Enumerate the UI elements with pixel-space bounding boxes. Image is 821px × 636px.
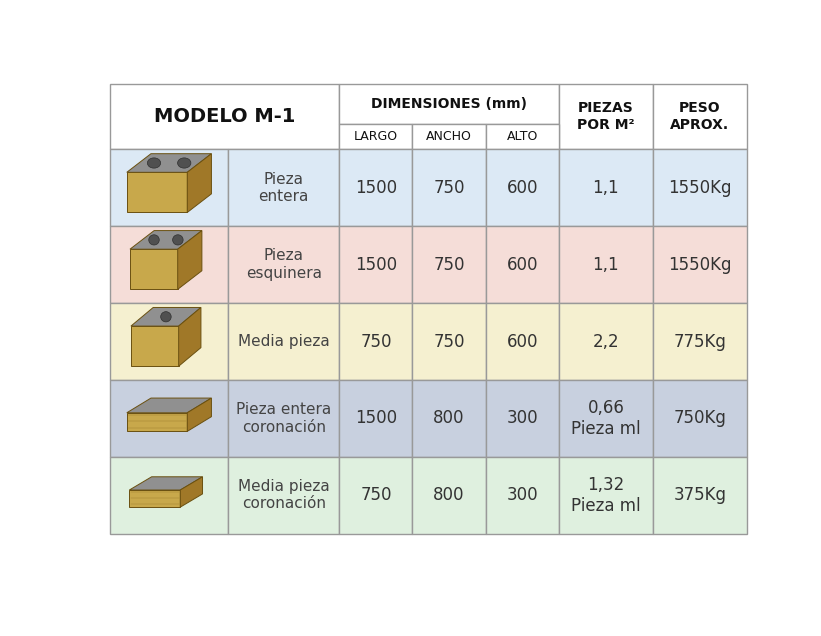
Polygon shape <box>126 398 212 413</box>
Text: 1,1: 1,1 <box>593 179 619 197</box>
Bar <box>653 457 746 534</box>
Polygon shape <box>126 172 187 212</box>
Bar <box>228 457 339 534</box>
Text: Media pieza
coronación: Media pieza coronación <box>238 479 329 511</box>
Text: 600: 600 <box>507 179 538 197</box>
Text: 300: 300 <box>507 487 538 504</box>
Text: 750Kg: 750Kg <box>673 410 727 427</box>
Text: ANCHO: ANCHO <box>426 130 472 143</box>
Bar <box>559 380 653 457</box>
Text: 1550Kg: 1550Kg <box>668 179 732 197</box>
Bar <box>486 149 559 226</box>
Bar <box>339 380 412 457</box>
Polygon shape <box>187 398 212 431</box>
Polygon shape <box>187 154 212 212</box>
Text: 750: 750 <box>433 179 465 197</box>
Text: 750: 750 <box>433 333 465 350</box>
Text: 1,32
Pieza ml: 1,32 Pieza ml <box>571 476 640 515</box>
Text: DIMENSIONES (mm): DIMENSIONES (mm) <box>371 97 527 111</box>
Bar <box>110 380 228 457</box>
Bar <box>412 380 486 457</box>
Bar <box>653 303 746 380</box>
Text: 1500: 1500 <box>355 179 397 197</box>
Bar <box>486 457 559 534</box>
Bar <box>653 84 746 149</box>
Bar <box>486 303 559 380</box>
Text: 1,1: 1,1 <box>593 256 619 273</box>
Ellipse shape <box>177 158 190 168</box>
Text: Pieza entera
coronación: Pieza entera coronación <box>236 402 331 434</box>
Bar <box>110 226 228 303</box>
Text: Pieza
entera: Pieza entera <box>259 172 309 204</box>
Bar <box>653 226 746 303</box>
Bar <box>486 124 559 149</box>
Text: 0,66
Pieza ml: 0,66 Pieza ml <box>571 399 640 438</box>
Bar <box>412 226 486 303</box>
Bar <box>228 149 339 226</box>
Ellipse shape <box>147 158 161 168</box>
Polygon shape <box>179 307 201 366</box>
Polygon shape <box>181 477 203 507</box>
Bar <box>228 380 339 457</box>
Text: 1500: 1500 <box>355 410 397 427</box>
Bar <box>559 149 653 226</box>
Text: 375Kg: 375Kg <box>673 487 727 504</box>
Polygon shape <box>126 154 212 172</box>
Text: PIEZAS
POR M²: PIEZAS POR M² <box>577 101 635 132</box>
Text: 800: 800 <box>433 487 465 504</box>
Bar <box>653 380 746 457</box>
Text: 775Kg: 775Kg <box>673 333 727 350</box>
Polygon shape <box>131 307 201 326</box>
Bar <box>412 149 486 226</box>
Text: LARGO: LARGO <box>354 130 398 143</box>
Bar <box>228 226 339 303</box>
Polygon shape <box>177 231 202 289</box>
Polygon shape <box>130 231 202 249</box>
Bar <box>486 380 559 457</box>
Text: 750: 750 <box>360 333 392 350</box>
Ellipse shape <box>149 235 159 245</box>
Bar <box>339 84 559 124</box>
Bar <box>339 226 412 303</box>
Text: Media pieza: Media pieza <box>238 334 329 349</box>
Bar <box>559 84 653 149</box>
Text: 800: 800 <box>433 410 465 427</box>
Bar <box>339 149 412 226</box>
Text: 300: 300 <box>507 410 538 427</box>
Polygon shape <box>130 249 177 289</box>
Text: 750: 750 <box>433 256 465 273</box>
Bar <box>339 457 412 534</box>
Ellipse shape <box>172 235 183 245</box>
Text: MODELO M-1: MODELO M-1 <box>154 107 296 126</box>
Bar <box>110 84 339 149</box>
Text: 600: 600 <box>507 256 538 273</box>
Bar <box>228 303 339 380</box>
Bar <box>412 124 486 149</box>
Bar <box>486 226 559 303</box>
Bar <box>412 303 486 380</box>
Bar <box>653 149 746 226</box>
Bar <box>339 124 412 149</box>
Ellipse shape <box>161 312 172 322</box>
Text: 1550Kg: 1550Kg <box>668 256 732 273</box>
Bar <box>110 457 228 534</box>
Bar <box>412 457 486 534</box>
Text: PESO
APROX.: PESO APROX. <box>670 101 729 132</box>
Polygon shape <box>130 477 203 490</box>
Bar <box>559 457 653 534</box>
Bar <box>339 303 412 380</box>
Polygon shape <box>130 490 181 507</box>
Bar <box>110 149 228 226</box>
Text: ALTO: ALTO <box>507 130 538 143</box>
Polygon shape <box>131 326 179 366</box>
Bar <box>110 303 228 380</box>
Text: Pieza
esquinera: Pieza esquinera <box>245 249 322 281</box>
Text: 1500: 1500 <box>355 256 397 273</box>
Text: 2,2: 2,2 <box>593 333 619 350</box>
Text: 600: 600 <box>507 333 538 350</box>
Bar <box>559 303 653 380</box>
Text: 750: 750 <box>360 487 392 504</box>
Polygon shape <box>126 413 187 431</box>
Bar <box>559 226 653 303</box>
